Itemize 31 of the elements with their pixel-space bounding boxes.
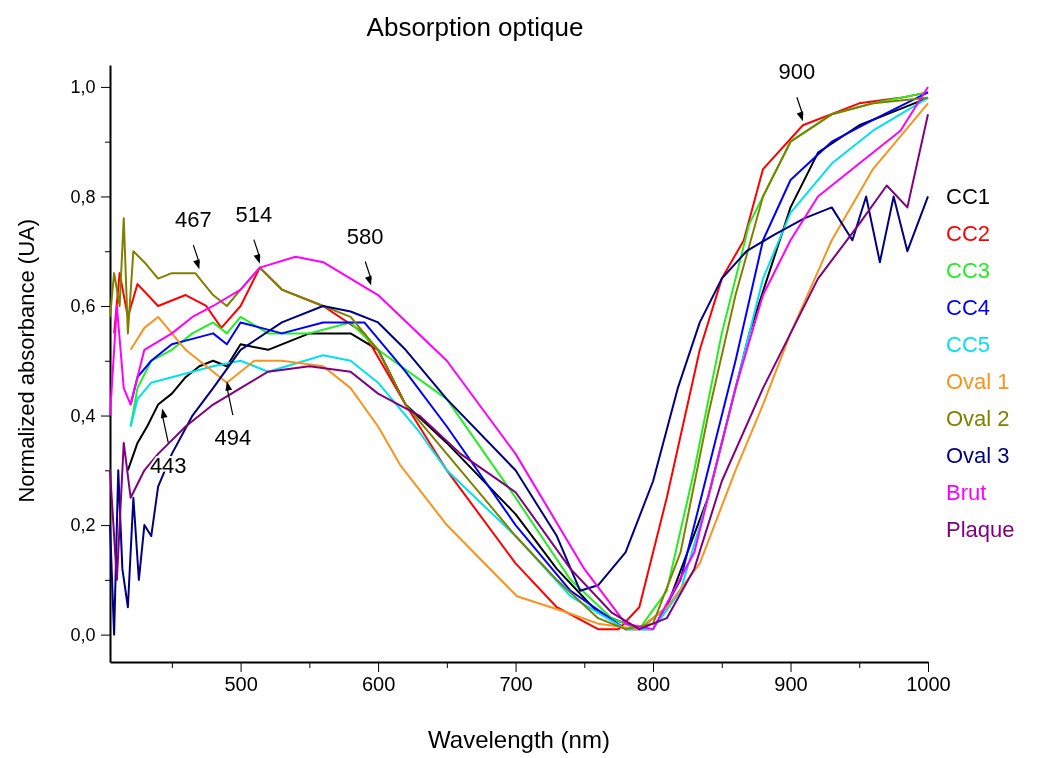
y-axis-title: Normalized absorbance (UA) bbox=[14, 218, 39, 503]
text: CC2 bbox=[946, 221, 991, 247]
text: Oval 3 bbox=[946, 443, 1010, 469]
x-tick-label: 800 bbox=[636, 673, 671, 695]
y-tick-label: 0,6 bbox=[70, 296, 96, 317]
y-tick-label: 0,2 bbox=[70, 515, 96, 536]
y-tick-label: 1,0 bbox=[70, 77, 96, 98]
text: CC5 bbox=[946, 332, 991, 358]
text: Oval 1 bbox=[946, 369, 1010, 395]
line-series bbox=[109, 195, 929, 636]
text: CC3 bbox=[946, 258, 991, 284]
text: CC1 bbox=[946, 184, 991, 210]
y-tick-label: 0,4 bbox=[70, 405, 96, 426]
text: Brut bbox=[946, 480, 987, 506]
y-tick-label: 0,0 bbox=[70, 624, 96, 645]
x-tick-label: 700 bbox=[499, 673, 533, 695]
text: Plaque bbox=[946, 517, 1015, 543]
text: CC4 bbox=[946, 295, 991, 321]
x-tick-label: 500 bbox=[224, 673, 258, 695]
y-tick-label: 0,8 bbox=[70, 186, 96, 207]
x-axis-title: Wavelength (nm) bbox=[428, 726, 610, 753]
annotation: 900 bbox=[778, 59, 816, 85]
text: Oval 2 bbox=[946, 406, 1010, 432]
chart-title: Absorption optique bbox=[366, 12, 584, 42]
annotation: 467 bbox=[175, 207, 212, 233]
annotation: 580 bbox=[346, 223, 384, 249]
annotation: 494 bbox=[214, 425, 252, 451]
x-tick-label: 900 bbox=[774, 673, 808, 695]
x-tick-label: 1000 bbox=[906, 673, 951, 695]
x-tick-label: 600 bbox=[361, 673, 396, 695]
annotation: 514 bbox=[235, 201, 273, 227]
